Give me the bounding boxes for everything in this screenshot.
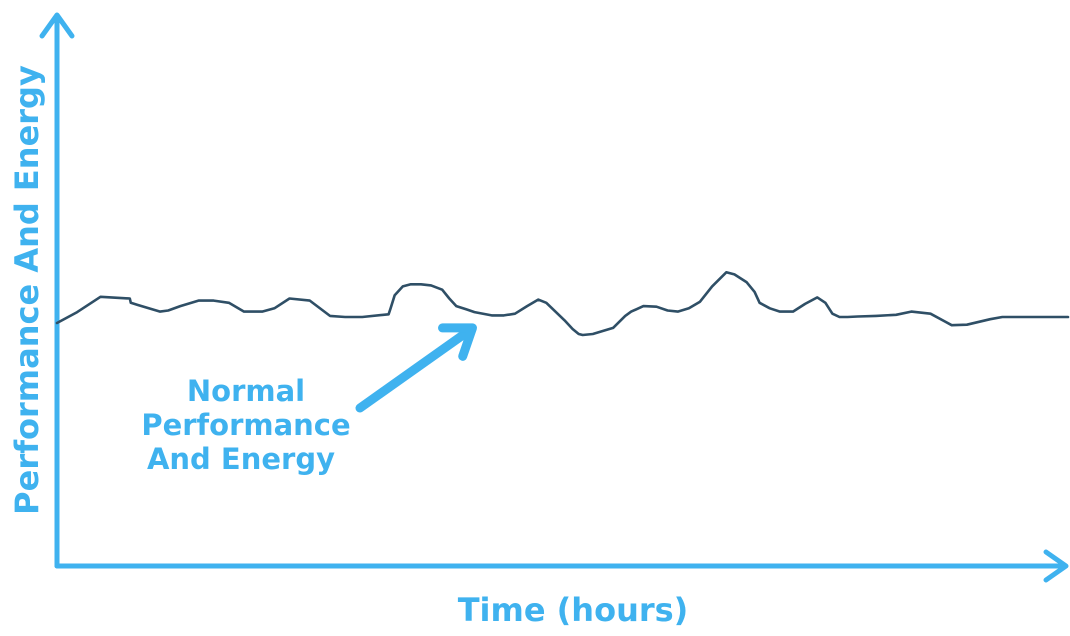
annotation-normal-performance: Normal Performance And Energy xyxy=(141,323,477,476)
annotation-line-3: And Energy xyxy=(147,442,335,476)
y-axis-label: Performance And Energy xyxy=(8,65,46,515)
x-axis-arrowhead-icon xyxy=(1043,549,1069,583)
annotation-arrow-head-icon xyxy=(438,323,477,361)
axes xyxy=(39,12,1069,583)
x-axis-label: Time (hours) xyxy=(458,591,689,629)
series-line-0 xyxy=(55,270,1070,337)
y-axis-arrowhead-icon xyxy=(39,12,75,39)
annotation-arrow-shaft xyxy=(355,329,469,413)
annotation-line-1: Normal xyxy=(187,374,305,408)
annotation-line-2: Performance xyxy=(141,408,350,442)
series-layer xyxy=(55,270,1070,337)
